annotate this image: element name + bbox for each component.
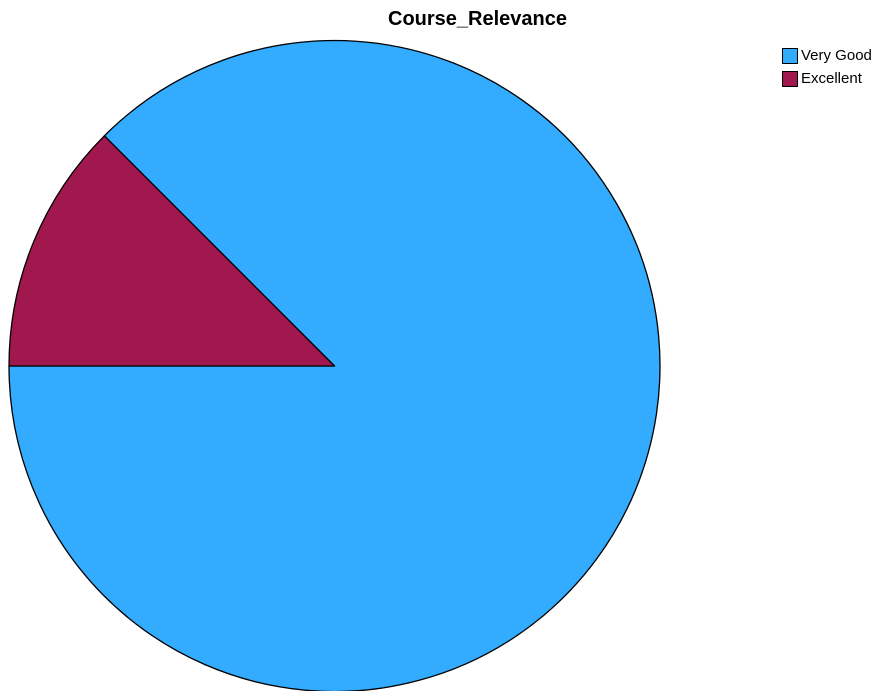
legend-swatch-excellent xyxy=(782,70,798,87)
legend-label-excellent: Excellent xyxy=(801,70,862,87)
pie-slices xyxy=(8,39,661,691)
pie-slice-excellent xyxy=(8,135,336,367)
legend-item-very-good: Very Good xyxy=(782,44,872,67)
legend-label-very-good: Very Good xyxy=(801,47,872,64)
legend: Very Good Excellent xyxy=(782,44,872,90)
legend-swatch-very-good xyxy=(782,47,798,64)
chart-title: Course_Relevance xyxy=(388,8,567,30)
legend-item-excellent: Excellent xyxy=(782,67,872,90)
